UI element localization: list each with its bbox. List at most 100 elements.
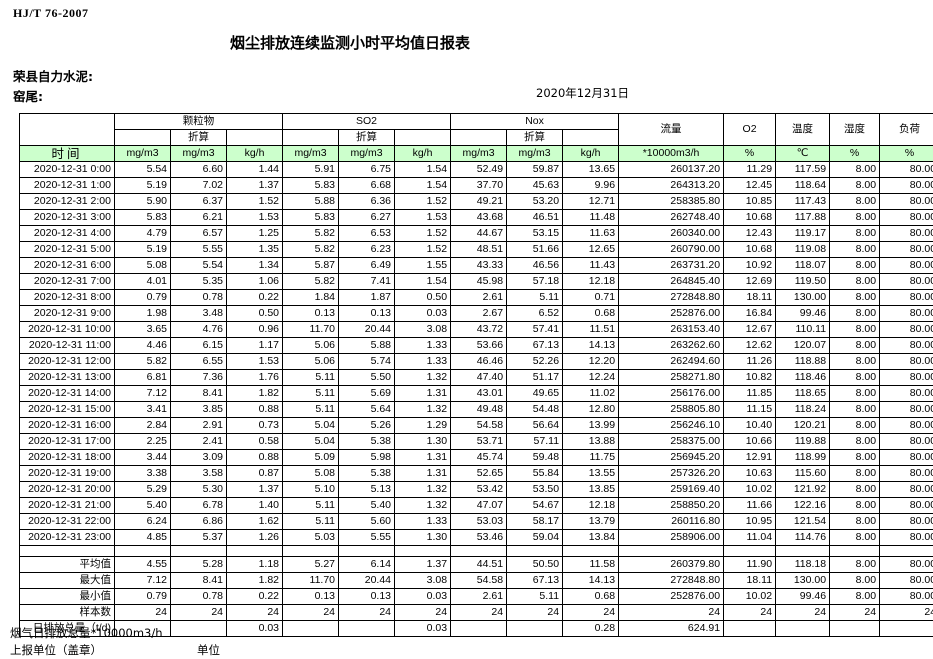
summary-value: 2.61 (450, 588, 508, 605)
summary-value: 24 (829, 604, 881, 621)
cell-value: 6.53 (338, 225, 396, 242)
cell-value: 8.00 (829, 369, 881, 386)
table-row: 2020-12-31 5:00 5.19 5.55 1.35 5.82 6.23 1.52 4… (19, 241, 933, 258)
table-row: 2020-12-31 1:00 5.19 7.02 1.37 5.83 6.68 1.54 3… (19, 177, 933, 194)
summary-value: 0.13 (338, 588, 396, 605)
summary-value: 10.02 (723, 588, 777, 605)
cell-value: 6.23 (338, 241, 396, 258)
cell-value: 1.30 (394, 529, 452, 546)
cell-value: 80.00 (879, 193, 933, 210)
unit-nox-mgm3: mg/m3 (450, 145, 508, 162)
cell-value: 4.01 (114, 273, 171, 290)
cell-value: 7.36 (170, 369, 227, 386)
cell-value: 1.31 (394, 465, 452, 482)
cell-value: 12.43 (723, 225, 777, 242)
summary-value (282, 620, 340, 637)
table-spacer-row (19, 545, 933, 557)
cell-value: 117.88 (775, 209, 831, 226)
cell-time: 2020-12-31 4:00 (19, 225, 115, 242)
cell-value: 121.54 (775, 513, 831, 530)
cell-value: 52.49 (450, 161, 508, 178)
summary-value: 6.14 (338, 556, 396, 573)
cell-value: 5.83 (114, 209, 171, 226)
cell-value: 7.02 (170, 177, 227, 194)
cell-value: 256176.00 (618, 385, 725, 402)
table-row: 2020-12-31 8:00 0.79 0.78 0.22 1.84 1.87 0.50 2… (19, 289, 933, 306)
summary-value (879, 620, 933, 637)
cell-value: 49.65 (506, 385, 564, 402)
cell-value: 5.88 (338, 337, 396, 354)
cell-time: 2020-12-31 21:00 (19, 497, 115, 514)
header-nox-raw-blank (450, 129, 508, 146)
unit-nox-kgh: kg/h (562, 145, 620, 162)
cell-value: 45.63 (506, 177, 564, 194)
cell-value: 262748.40 (618, 209, 725, 226)
cell-value: 10.68 (723, 241, 777, 258)
cell-value: 3.65 (114, 321, 171, 338)
summary-value: 24 (506, 604, 564, 621)
spacer-cell (562, 545, 620, 557)
summary-value: 260379.80 (618, 556, 725, 573)
cell-value: 53.03 (450, 513, 508, 530)
cell-value: 9.96 (562, 177, 620, 194)
cell-value: 80.00 (879, 353, 933, 370)
cell-time: 2020-12-31 13:00 (19, 369, 115, 386)
cell-value: 6.86 (170, 513, 227, 530)
summary-value: 24 (394, 604, 452, 621)
summary-value: 3.08 (394, 572, 452, 589)
table-row: 2020-12-31 11:00 4.46 6.15 1.17 5.06 5.88 1.33… (19, 337, 933, 354)
cell-value: 8.00 (829, 161, 881, 178)
cell-value: 14.13 (562, 337, 620, 354)
cell-value: 43.68 (450, 209, 508, 226)
cell-value: 263153.40 (618, 321, 725, 338)
cell-value: 1.32 (394, 401, 452, 418)
header-group-humidity: 湿度 (829, 113, 881, 146)
cell-value: 1.52 (394, 241, 452, 258)
cell-value: 80.00 (879, 209, 933, 226)
cell-value: 1.87 (338, 289, 396, 306)
summary-value: 24 (225, 604, 284, 621)
cell-value: 80.00 (879, 417, 933, 434)
spacer-cell (723, 545, 777, 557)
cell-value: 1.32 (394, 369, 452, 386)
cell-value: 46.56 (506, 257, 564, 274)
cell-value: 80.00 (879, 161, 933, 178)
cell-value: 53.20 (506, 193, 564, 210)
summary-value: 5.27 (282, 556, 340, 573)
cell-value: 67.13 (506, 337, 564, 354)
cell-value: 80.00 (879, 225, 933, 242)
cell-value: 0.73 (225, 417, 284, 434)
cell-value: 45.98 (450, 273, 508, 290)
cell-value: 5.40 (338, 497, 396, 514)
summary-value (170, 620, 227, 637)
header-group-nox: Nox (450, 113, 620, 130)
cell-value: 5.87 (282, 257, 340, 274)
cell-value: 8.00 (829, 513, 881, 530)
cell-value: 1.53 (225, 209, 284, 226)
cell-value: 43.72 (450, 321, 508, 338)
cell-value: 1.31 (394, 449, 452, 466)
cell-value: 12.65 (562, 241, 620, 258)
cell-value: 6.36 (338, 193, 396, 210)
cell-value: 118.46 (775, 369, 831, 386)
cell-value: 11.70 (282, 321, 340, 338)
summary-value (775, 620, 831, 637)
cell-value: 12.18 (562, 497, 620, 514)
cell-value: 52.65 (450, 465, 508, 482)
cell-value: 6.37 (170, 193, 227, 210)
cell-value: 8.00 (829, 417, 881, 434)
cell-value: 1.98 (114, 305, 171, 322)
spacer-cell (618, 545, 725, 557)
cell-value: 6.49 (338, 257, 396, 274)
cell-value: 53.71 (450, 433, 508, 450)
summary-value: 1.37 (394, 556, 452, 573)
cell-value: 52.26 (506, 353, 564, 370)
unit-so2-kgh: kg/h (394, 145, 452, 162)
unit-load: % (879, 145, 933, 162)
cell-value: 1.37 (225, 481, 284, 498)
cell-value: 0.50 (225, 305, 284, 322)
summary-value (723, 620, 777, 637)
cell-value: 13.88 (562, 433, 620, 450)
cell-value: 1.54 (394, 177, 452, 194)
cell-value: 53.66 (450, 337, 508, 354)
